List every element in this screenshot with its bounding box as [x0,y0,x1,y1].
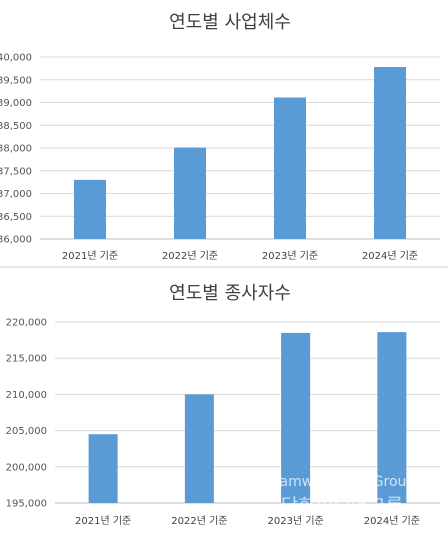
x-tick-label: 2024년 기준 [362,250,418,262]
chart-businesses: 연도별 사업체수 36,000 36,500 37,000 37,500 38,000 3… [0,12,440,262]
y-tick-label: 195,000 [6,499,47,510]
bar [74,179,106,239]
watermark: DamwahMediaGroup 담화미디어그룹 [269,474,416,517]
y-tick-label: 37,500 [0,166,32,177]
x-tick-label: 2024년 기준 [364,515,420,527]
x-tick-label: 2023년 기준 [268,515,324,527]
y-tick-label: 36,000 [0,235,32,246]
x-tick-label: 2022년 기준 [171,515,227,527]
bar [88,434,118,503]
y-tick-label: 200,000 [6,462,47,473]
watermark-korean: 담화미디어그룹 [281,495,403,517]
y-tick-label: 36,500 [0,212,32,223]
y-tick-label: 38,000 [0,144,32,155]
x-tick-label: 2023년 기준 [262,250,318,262]
chart-title: 연도별 종사자수 [169,283,291,304]
y-tick-label: 38,500 [0,121,32,132]
y-tick-label: 205,000 [6,426,47,437]
y-tick-label: 210,000 [6,390,47,401]
bar [374,67,406,239]
y-tick-label: 220,000 [6,318,47,329]
bar [274,97,306,240]
chart-employees: 연도별 종사자수 195,000 200,000 205,000 210,000 215… [6,283,440,527]
y-tick-label: 40,000 [0,53,32,64]
bar [174,147,206,239]
y-tick-label: 39,000 [0,98,32,109]
y-tick-label: 39,500 [0,75,32,86]
y-tick-label: 37,000 [0,189,32,200]
watermark-latin: DamwahMediaGroup [269,474,416,490]
x-tick-label: 2021년 기준 [62,250,118,262]
x-tick-label: 2022년 기준 [162,250,218,262]
chart-title: 연도별 사업체수 [169,12,291,33]
y-tick-label: 215,000 [6,354,47,365]
bar [377,332,407,503]
x-tick-label: 2021년 기준 [75,515,131,527]
bar [184,394,214,503]
bar [281,332,311,503]
